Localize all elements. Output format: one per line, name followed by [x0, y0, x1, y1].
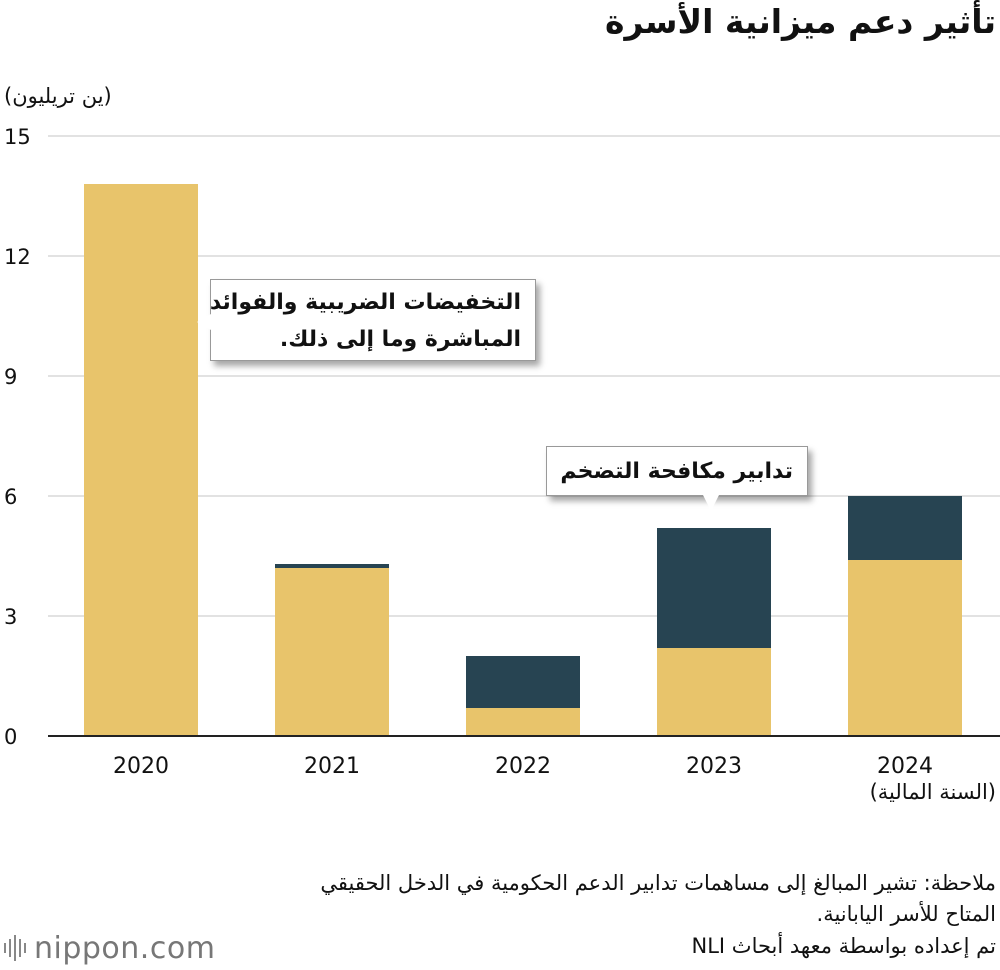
- y-tick-label: 15: [4, 125, 31, 149]
- x-axis-unit-label: (السنة المالية): [869, 780, 996, 804]
- y-axis-unit-label: (ين تريليون): [4, 84, 112, 108]
- bar-inflation-measures: [848, 496, 962, 560]
- logo-text: nippon.com: [34, 930, 216, 966]
- x-tick-label: 2022: [495, 754, 551, 779]
- tax-callout-line-1: التخفيضات الضريبية والفوائد: [209, 290, 521, 315]
- inflation-measures-callout: تدابير مكافحة التضخم: [546, 446, 808, 511]
- chart-source: تم إعداده بواسطة معهد أبحاث NLI: [691, 934, 996, 958]
- tax-callout-line-2: المباشرة وما إلى ذلك.: [279, 327, 521, 352]
- bar-tax-benefits: [848, 560, 962, 736]
- y-tick-label: 6: [4, 485, 17, 509]
- bar-tax-benefits: [657, 648, 771, 736]
- y-tick-label: 12: [4, 245, 31, 269]
- inflation-callout-text: تدابير مكافحة التضخم: [560, 459, 793, 484]
- bar-inflation-measures: [657, 528, 771, 648]
- y-tick-label: 0: [4, 725, 17, 749]
- x-tick-label: 2023: [686, 754, 742, 779]
- callout-pointer-icon: [703, 495, 719, 511]
- logo-bars-icon: [4, 935, 26, 961]
- x-tick-label: 2024: [877, 754, 933, 779]
- x-tick-label: 2020: [113, 754, 169, 779]
- tax-benefits-callout: التخفيضات الضريبية والفوائد المباشرة وما…: [197, 279, 536, 361]
- chart-title: تأثير دعم ميزانية الأسرة: [605, 2, 996, 41]
- bar-tax-benefits: [466, 708, 580, 736]
- chart-note: ملاحظة: تشير المبالغ إلى مساهمات تدابير …: [320, 871, 996, 926]
- nippon-logo: nippon.com: [4, 928, 215, 968]
- x-tick-label: 2021: [304, 754, 360, 779]
- y-tick-label: 3: [4, 605, 17, 629]
- bar-chart: 0 3 6 9 12 15 2020 2021 2022 2023 2024: [4, 125, 1000, 779]
- y-tick-label: 9: [4, 365, 17, 389]
- bar-tax-benefits: [275, 568, 389, 736]
- bar-inflation-measures: [275, 564, 389, 568]
- bar-tax-benefits: [84, 184, 198, 736]
- callout-pointer-icon: [197, 314, 211, 330]
- bar-inflation-measures: [466, 656, 580, 708]
